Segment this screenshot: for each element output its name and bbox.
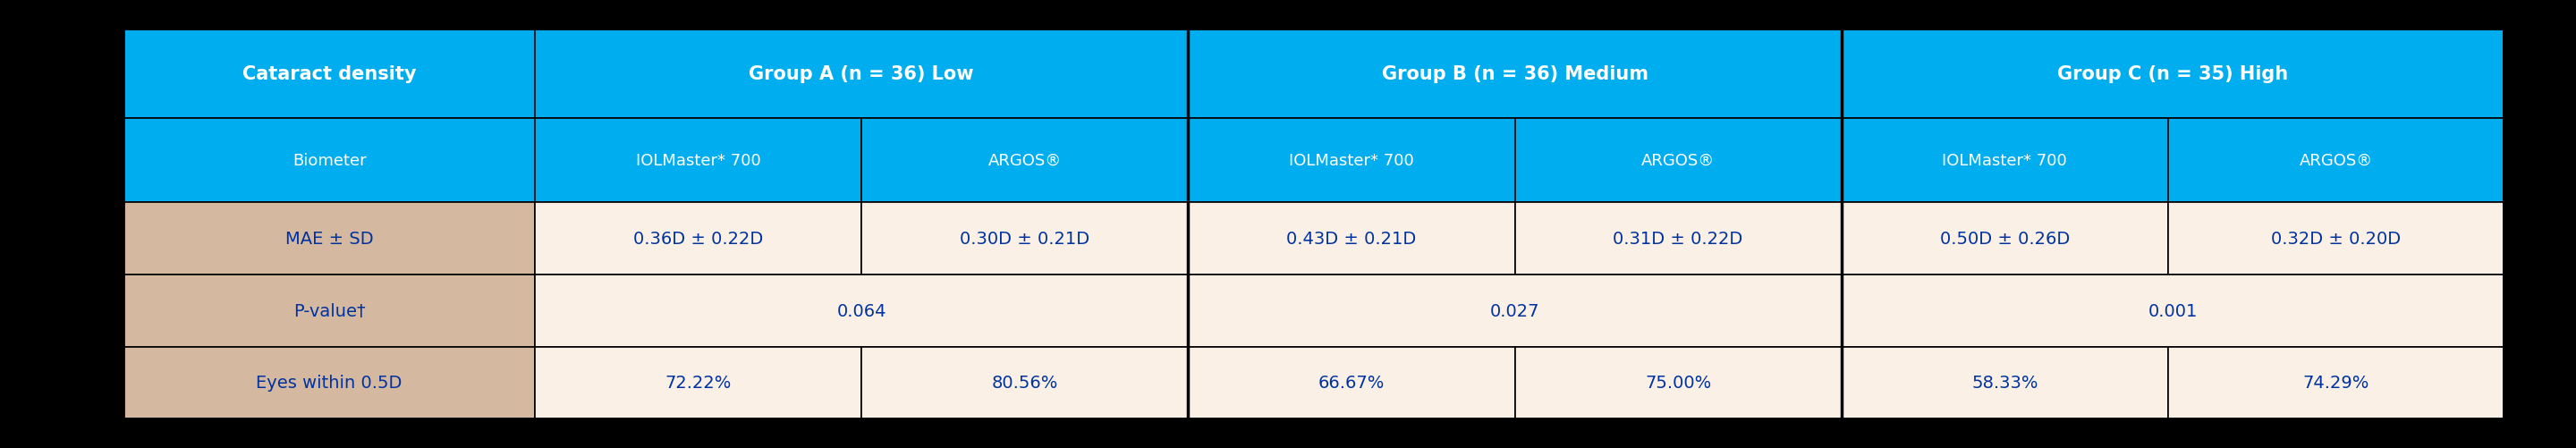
Bar (1188, 119, 1515, 202)
Bar (1515, 202, 1842, 275)
Bar (536, 347, 860, 419)
Bar (2169, 119, 2504, 202)
Bar (124, 119, 536, 202)
Text: IOLMaster* 700: IOLMaster* 700 (636, 153, 760, 169)
Text: 72.22%: 72.22% (665, 375, 732, 391)
Bar (1842, 202, 2169, 275)
Bar (1188, 29, 1842, 119)
Bar (124, 29, 536, 119)
Bar (1515, 347, 1842, 419)
Text: IOLMaster* 700: IOLMaster* 700 (1942, 153, 2066, 169)
Text: 0.43D ± 0.21D: 0.43D ± 0.21D (1285, 230, 1417, 247)
Text: 0.32D ± 0.20D: 0.32D ± 0.20D (2272, 230, 2401, 247)
Text: 0.31D ± 0.22D: 0.31D ± 0.22D (1613, 230, 1744, 247)
Bar (1515, 119, 1842, 202)
Text: ARGOS®: ARGOS® (2300, 153, 2372, 169)
Bar (1842, 29, 2504, 119)
Bar (124, 202, 536, 275)
Text: IOLMaster* 700: IOLMaster* 700 (1288, 153, 1414, 169)
Text: ARGOS®: ARGOS® (1641, 153, 1716, 169)
Bar (1842, 119, 2169, 202)
Bar (2169, 202, 2504, 275)
Text: 0.064: 0.064 (837, 302, 886, 319)
Text: Eyes within 0.5D: Eyes within 0.5D (255, 375, 402, 391)
Text: 66.67%: 66.67% (1319, 375, 1386, 391)
Text: 0.001: 0.001 (2148, 302, 2197, 319)
Text: Group A (n = 36) Low: Group A (n = 36) Low (750, 65, 974, 83)
Bar (536, 202, 860, 275)
Bar (124, 275, 536, 347)
Bar (536, 119, 860, 202)
Bar (536, 29, 1188, 119)
Text: 58.33%: 58.33% (1971, 375, 2038, 391)
Bar (1842, 347, 2169, 419)
Bar (124, 347, 536, 419)
Text: 80.56%: 80.56% (992, 375, 1059, 391)
Text: ARGOS®: ARGOS® (989, 153, 1061, 169)
Bar (860, 202, 1188, 275)
Bar (536, 275, 1188, 347)
Text: 0.50D ± 0.26D: 0.50D ± 0.26D (1940, 230, 2069, 247)
Text: 75.00%: 75.00% (1646, 375, 1710, 391)
Text: 0.36D ± 0.22D: 0.36D ± 0.22D (634, 230, 762, 247)
Text: Group B (n = 36) Medium: Group B (n = 36) Medium (1381, 65, 1649, 83)
Text: 0.30D ± 0.21D: 0.30D ± 0.21D (961, 230, 1090, 247)
Text: Cataract density: Cataract density (242, 65, 417, 83)
Bar (1188, 347, 1515, 419)
Bar (860, 119, 1188, 202)
Bar (124, 29, 2504, 419)
Bar (1188, 202, 1515, 275)
Text: 0.027: 0.027 (1489, 302, 1540, 319)
Bar (2169, 347, 2504, 419)
Text: P-value†: P-value† (294, 302, 366, 319)
Bar (1842, 275, 2504, 347)
Text: Biometer: Biometer (291, 153, 366, 169)
Text: MAE ± SD: MAE ± SD (286, 230, 374, 247)
Text: 74.29%: 74.29% (2303, 375, 2370, 391)
Bar (860, 347, 1188, 419)
Text: Group C (n = 35) High: Group C (n = 35) High (2058, 65, 2287, 83)
Bar (1188, 275, 1842, 347)
